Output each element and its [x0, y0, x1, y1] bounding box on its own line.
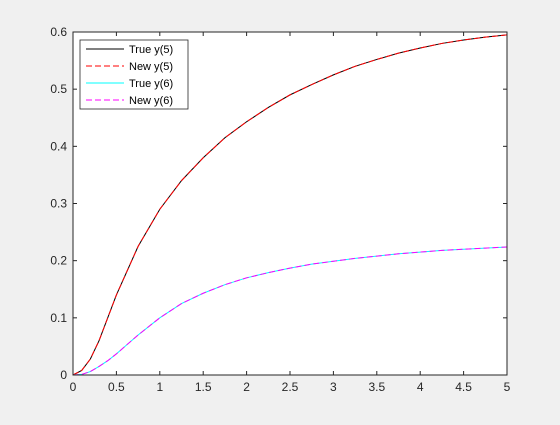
legend-label: New y(5): [129, 61, 173, 73]
y-tick-label: 0.3: [50, 197, 67, 211]
series-layer: [72, 34, 508, 376]
legend: True y(5) New y(5) True y(6) New y(6): [79, 39, 189, 110]
y-tick-label: 0.1: [50, 311, 67, 325]
x-tick-label: 1: [156, 380, 163, 394]
legend-label: True y(6): [129, 78, 173, 90]
x-tick-label: 3.5: [368, 380, 385, 394]
x-tick-label: 4: [417, 380, 424, 394]
y-tick-label: 0.5: [50, 82, 67, 96]
x-tick-label: 0.5: [108, 380, 125, 394]
legend-label: New y(6): [129, 95, 173, 107]
series-line-new-y-5: [72, 34, 508, 376]
axes-box: [72, 31, 508, 376]
x-tick-label: 5: [504, 380, 511, 394]
legend-items: True y(5) New y(5) True y(6) New y(6): [86, 44, 173, 107]
y-tick-label: 0.4: [50, 139, 67, 153]
x-tick-label: 2: [243, 380, 250, 394]
x-tick-label: 4.5: [455, 380, 472, 394]
x-tick-label: 0: [70, 380, 77, 394]
legend-label: True y(5): [129, 44, 173, 56]
y-tick-label: 0.6: [50, 25, 67, 39]
legend-box: [79, 39, 189, 110]
y-tick-label: 0.2: [50, 254, 67, 268]
y-tick-label: 0: [60, 368, 67, 382]
tick-layer: 0 0.5 1 1.5 2 2.5 3 3.5 4 4.5 5 0 0.1 0.2 0.3 0.4 0.5 0.6: [50, 25, 510, 394]
x-tick-label: 3: [330, 380, 337, 394]
series-line-new-y-6: [72, 246, 508, 376]
x-tick-label: 2.5: [282, 380, 299, 394]
x-tick-label: 1.5: [195, 380, 212, 394]
